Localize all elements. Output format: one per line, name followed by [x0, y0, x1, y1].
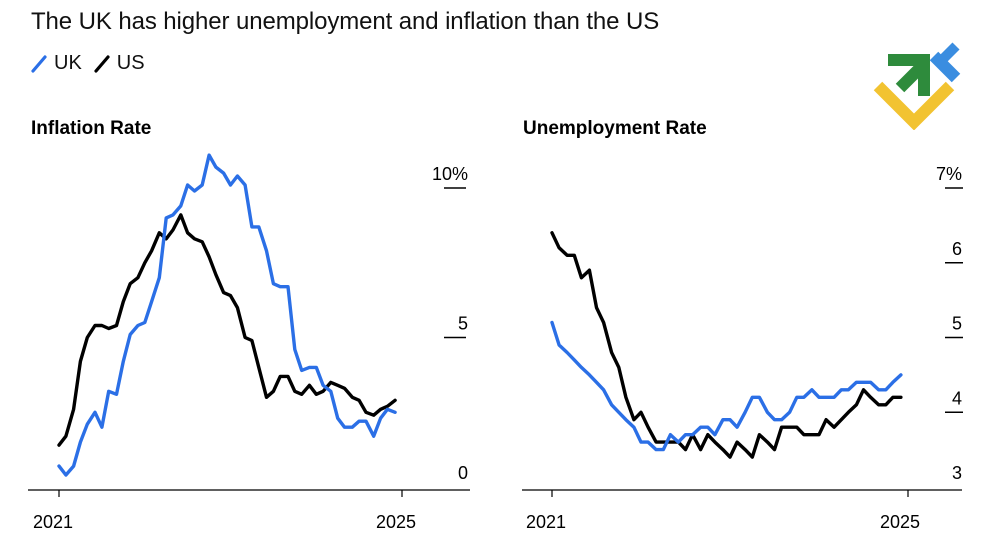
legend-swatch-us	[94, 54, 110, 73]
y-tick-label-1-2: 5	[952, 314, 962, 334]
y-tick-label-0-2: 0	[458, 463, 468, 483]
legend-item-us: US	[94, 52, 145, 75]
panel-title-1: Unemployment Rate	[523, 118, 707, 139]
series-line-uk-0	[57, 153, 397, 477]
legend: UK US	[31, 52, 157, 75]
y-tick-label-1-4: 3	[952, 463, 962, 483]
series-line-uk-1	[550, 320, 903, 452]
y-tick-label-1-1: 6	[952, 239, 962, 259]
legend-label-uk: UK	[54, 52, 82, 74]
legend-item-uk: UK	[31, 52, 82, 75]
legend-swatch-uk	[31, 54, 47, 73]
x-tick-label-0-1: 2025	[376, 512, 416, 532]
panel-title-0: Inflation Rate	[31, 118, 151, 139]
series-line-us-0	[57, 213, 397, 447]
y-tick-label-0-1: 5	[458, 314, 468, 334]
x-tick-label-1-0: 2021	[526, 512, 566, 532]
y-tick-label-0-0: 10%	[432, 164, 468, 184]
y-tick-label-1-0: 7%	[936, 164, 962, 184]
series-line-us-1	[550, 231, 903, 459]
brand-logo-icon	[873, 42, 961, 130]
chart-title: The UK has higher unemployment and infla…	[31, 8, 660, 35]
x-tick-label-1-1: 2025	[880, 512, 920, 532]
y-tick-label-1-3: 4	[952, 388, 962, 408]
x-tick-label-0-0: 2021	[33, 512, 73, 532]
legend-label-us: US	[116, 52, 145, 74]
